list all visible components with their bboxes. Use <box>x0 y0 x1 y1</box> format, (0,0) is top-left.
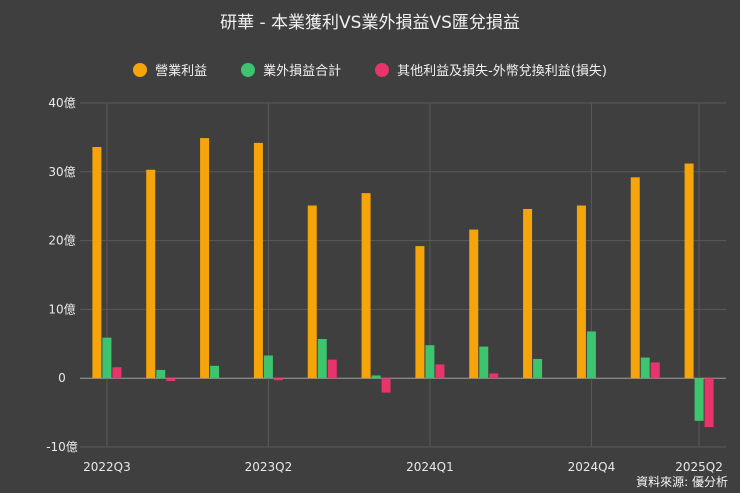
bar-non-operating <box>479 346 489 379</box>
legend-swatch-non-operating <box>241 62 256 77</box>
bar-fx <box>166 378 176 381</box>
y-tick-label: 40億 <box>48 96 75 110</box>
legend-item-non-operating[interactable]: 業外損益合計 <box>241 60 341 79</box>
x-tick-label: 2022Q3 <box>83 460 131 474</box>
y-tick-label: 30億 <box>48 165 75 179</box>
bar-fx <box>650 362 660 379</box>
y-tick-label: 20億 <box>48 234 75 248</box>
bar-non-operating <box>640 357 650 379</box>
bar-non-operating <box>586 331 596 379</box>
bar-operating-profit <box>92 147 102 379</box>
bar-fx <box>327 359 337 379</box>
bar-operating-profit <box>415 246 425 379</box>
x-tick-label: 2024Q4 <box>568 460 616 474</box>
bar-operating-profit <box>523 208 533 379</box>
bar-fx <box>112 367 122 379</box>
x-tick-label: 2024Q1 <box>406 460 454 474</box>
bar-operating-profit <box>684 163 694 379</box>
bar-fx <box>273 378 283 381</box>
bar-non-operating <box>210 365 220 379</box>
bar-operating-profit <box>253 142 263 379</box>
bar-non-operating <box>694 378 704 421</box>
legend-item-operating-profit[interactable]: 營業利益 <box>133 60 207 79</box>
legend-swatch-fx <box>375 62 390 77</box>
y-tick-label: 10億 <box>48 302 75 316</box>
bar-fx <box>704 378 714 428</box>
bar-fx <box>381 378 391 393</box>
x-tick-label: 2025Q2 <box>675 460 723 474</box>
bar-non-operating <box>425 345 435 379</box>
bar-operating-profit <box>469 229 479 379</box>
bar-operating-profit <box>630 177 640 379</box>
source-note: 資料來源: 優分析 <box>636 475 728 489</box>
bar-non-operating <box>102 337 112 379</box>
bar-non-operating <box>263 355 273 379</box>
bar-non-operating <box>371 375 381 379</box>
bar-non-operating <box>317 338 327 379</box>
bar-operating-profit <box>361 193 371 379</box>
legend-swatch-operating-profit <box>133 62 148 77</box>
bar-non-operating <box>156 369 166 379</box>
bar-operating-profit <box>576 205 586 379</box>
y-tick-label: 0 <box>58 371 66 385</box>
legend-item-fx[interactable]: 其他利益及損失-外幣兌換利益(損失) <box>375 60 607 79</box>
bar-fx <box>489 373 499 379</box>
chart-title: 研華 - 本業獲利VS業外損益VS匯兌損益 <box>220 13 520 33</box>
legend-label-operating-profit: 營業利益 <box>155 64 208 79</box>
bar-operating-profit <box>200 138 210 379</box>
x-tick-label: 2023Q2 <box>245 460 293 474</box>
legend-label-non-operating: 業外損益合計 <box>263 64 342 79</box>
bar-operating-profit <box>146 169 156 379</box>
legend-label-fx: 其他利益及損失-外幣兌換利益(損失) <box>397 64 607 79</box>
legend: 營業利益 業外損益合計 其他利益及損失-外幣兌換利益(損失) <box>0 60 740 79</box>
bar-operating-profit <box>307 205 317 379</box>
bar-fx <box>435 364 445 379</box>
bar-non-operating <box>533 358 543 379</box>
y-tick-label: -10億 <box>46 440 78 454</box>
